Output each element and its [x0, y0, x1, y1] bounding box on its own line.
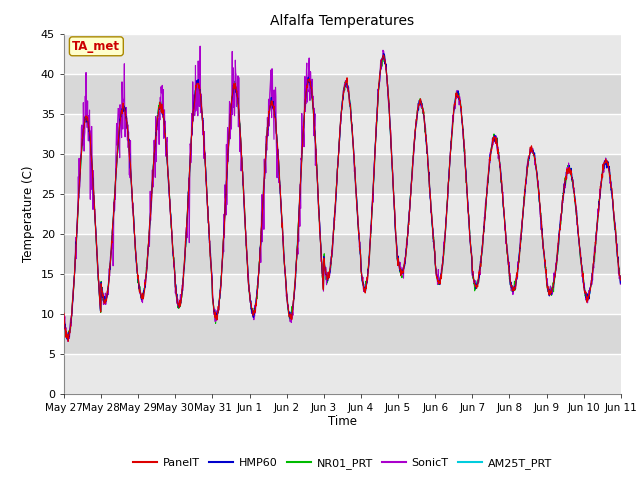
Bar [64, 114, 621, 154]
Bar [64, 354, 621, 394]
Legend: PanelT, HMP60, NR01_PRT, SonicT, AM25T_PRT: PanelT, HMP60, NR01_PRT, SonicT, AM25T_P… [129, 453, 556, 473]
X-axis label: Time: Time [328, 415, 357, 429]
Bar [64, 193, 621, 234]
Bar [64, 73, 621, 114]
Bar [64, 34, 621, 73]
Text: TA_met: TA_met [72, 40, 120, 53]
Bar [64, 274, 621, 313]
Bar [64, 313, 621, 354]
Y-axis label: Temperature (C): Temperature (C) [22, 165, 35, 262]
Bar [64, 154, 621, 193]
Title: Alfalfa Temperatures: Alfalfa Temperatures [270, 14, 415, 28]
Bar [64, 234, 621, 274]
